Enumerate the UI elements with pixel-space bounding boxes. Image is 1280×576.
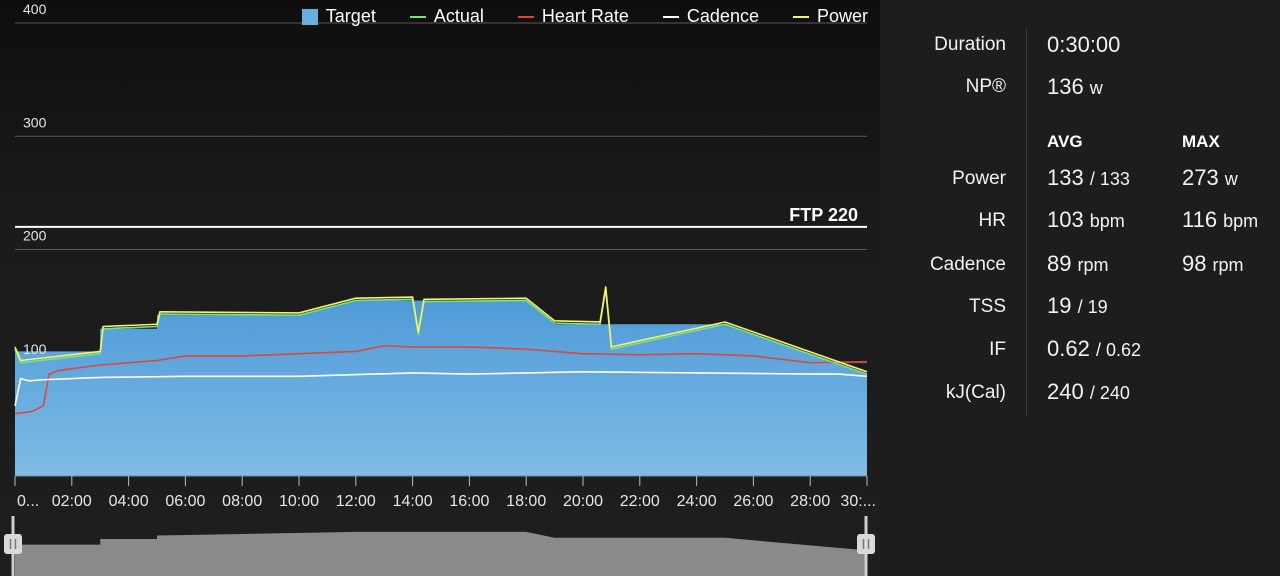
legend-label: Power — [816, 6, 868, 26]
x-tick-label: 18:00 — [506, 493, 546, 510]
overview-area[interactable] — [15, 531, 867, 576]
legend-label: Heart Rate — [541, 6, 629, 26]
x-tick-label: 26:00 — [733, 493, 773, 510]
x-tick-label: 28:00 — [790, 493, 830, 510]
legend-label: Cadence — [686, 6, 759, 26]
workout-chart: 100 200 300 400 FTP 220 0... 02:00 04:00 06:00 08… — [4, 1, 876, 576]
tss-value: 19 / 19 — [1047, 293, 1108, 318]
legend-item-power[interactable]: Power — [792, 6, 868, 27]
line-swatch-icon — [517, 15, 534, 18]
x-tick-label: 12:00 — [336, 493, 376, 510]
x-tick-label: 02:00 — [52, 493, 92, 510]
x-tick-label: 0... — [17, 493, 39, 510]
heart-rate-line — [14, 344, 868, 415]
duration-value: 0:30:00 — [1047, 32, 1121, 57]
x-tick-label: 30:... — [840, 493, 876, 510]
workout-chart-panel: 100 200 300 400 FTP 220 0... 02:00 04:00 06:00 08… — [0, 0, 880, 576]
y-tick-label: 400 — [23, 1, 47, 17]
target-area — [15, 300, 867, 476]
x-tick-label: 20:00 — [563, 493, 603, 510]
y-tick-label: 200 — [23, 228, 47, 244]
if-label: IF — [989, 339, 1006, 360]
workout-stats-panel: Duration 0:30:00 NP® 136 w AVG MAX Power … — [880, 0, 1280, 576]
x-tick-label: 08:00 — [222, 493, 262, 510]
x-tick-label: 16:00 — [449, 493, 489, 510]
x-tick-label: 10:00 — [279, 493, 319, 510]
np-value: 136 w — [1047, 74, 1103, 99]
legend-item-heart-rate[interactable]: Heart Rate — [517, 6, 629, 27]
line-swatch-icon — [409, 15, 426, 18]
if-value: 0.62 / 0.62 — [1047, 336, 1141, 361]
cadence-line — [14, 371, 868, 406]
avg-column-header: AVG — [1047, 132, 1083, 151]
range-handle-right[interactable] — [857, 516, 875, 576]
hr-label: HR — [978, 210, 1006, 231]
legend-item-target[interactable]: Target — [301, 6, 376, 27]
max-column-header: MAX — [1182, 132, 1220, 151]
power-max-value: 273 w — [1182, 165, 1238, 190]
ftp-label: FTP 220 — [789, 205, 858, 225]
kj-label: kJ(Cal) — [945, 382, 1006, 403]
square-swatch-icon — [301, 8, 318, 25]
cadence-max-value: 98 rpm — [1182, 251, 1244, 276]
cadence-avg-value: 89 rpm — [1047, 251, 1109, 276]
legend-label: Target — [325, 6, 376, 26]
line-swatch-icon — [792, 15, 809, 18]
legend-item-cadence[interactable]: Cadence — [662, 6, 759, 27]
range-handle-left[interactable] — [4, 516, 22, 576]
y-tick-label: 300 — [23, 114, 47, 130]
x-tick-label: 24:00 — [677, 493, 717, 510]
x-tick-label: 14:00 — [393, 493, 433, 510]
legend-item-actual[interactable]: Actual — [409, 6, 484, 27]
hr-max-value: 116 bpm — [1182, 207, 1259, 232]
x-tick-label: 22:00 — [620, 493, 660, 510]
hr-avg-value: 103 bpm — [1047, 207, 1125, 232]
power-avg-value: 133 / 133 — [1047, 165, 1130, 190]
kj-value: 240 / 240 — [1047, 379, 1130, 404]
x-tick-label: 04:00 — [109, 493, 149, 510]
chart-legend: Target Actual Heart Rate Cadence Power — [301, 6, 868, 27]
cadence-label: Cadence — [929, 254, 1006, 275]
y-tick-label: 100 — [23, 341, 47, 357]
tss-label: TSS — [969, 296, 1006, 317]
duration-label: Duration — [934, 34, 1006, 55]
legend-label: Actual — [433, 6, 484, 26]
power-label: Power — [952, 168, 1006, 189]
power-line — [14, 286, 868, 373]
stats-divider — [1026, 28, 1027, 416]
line-swatch-icon — [662, 15, 679, 18]
np-label: NP® — [965, 76, 1006, 97]
x-tick-label: 06:00 — [165, 493, 205, 510]
